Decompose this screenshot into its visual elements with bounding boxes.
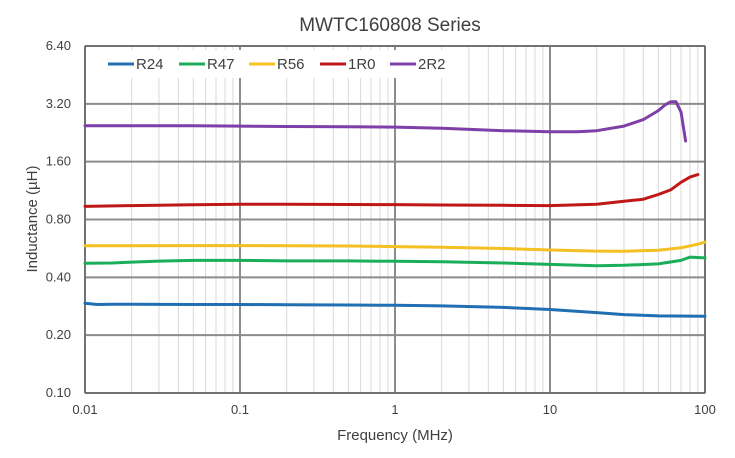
x-tick-label: 1 bbox=[391, 402, 398, 417]
x-tick-label: 0.01 bbox=[72, 402, 97, 417]
grid bbox=[84, 45, 706, 394]
x-tick-label: 100 bbox=[694, 402, 716, 417]
x-tick-label: 10 bbox=[543, 402, 557, 417]
y-axis-label: Inductance (µH) bbox=[24, 165, 41, 272]
y-tick-label: 0.10 bbox=[46, 385, 71, 400]
series-line-r56 bbox=[83, 240, 707, 253]
x-tick-label: 0.1 bbox=[231, 402, 249, 417]
legend-label-r47: R47 bbox=[207, 56, 235, 73]
x-axis-label: Frequency (MHz) bbox=[337, 427, 453, 444]
legend-label-2r2: 2R2 bbox=[418, 56, 446, 73]
series-line-2r2 bbox=[83, 100, 688, 143]
legend: R24 R47 R56 1R0 2R2 bbox=[95, 50, 457, 78]
series-line-r24 bbox=[83, 301, 707, 318]
legend-label-r56: R56 bbox=[277, 56, 305, 73]
y-tick-label: 3.20 bbox=[46, 96, 71, 111]
legend-label-1r0: 1R0 bbox=[348, 56, 376, 73]
y-tick-label: 0.20 bbox=[46, 327, 71, 342]
legend-label-r24: R24 bbox=[136, 56, 164, 73]
tick-labels: 0.01 0.1 1 10 100 0.10 0.20 0.40 0.80 1.60 3.20 6.4… bbox=[46, 38, 716, 417]
series-lines bbox=[83, 100, 707, 318]
series-line-r47 bbox=[83, 255, 707, 268]
chart-title: MWTC160808 Series bbox=[299, 15, 481, 36]
plot-frame bbox=[84, 45, 706, 394]
y-tick-label: 0.40 bbox=[46, 269, 71, 284]
y-tick-label: 1.60 bbox=[46, 154, 71, 169]
y-tick-label: 6.40 bbox=[46, 38, 71, 53]
y-tick-label: 0.80 bbox=[46, 212, 71, 227]
series-line-1r0 bbox=[83, 173, 700, 208]
